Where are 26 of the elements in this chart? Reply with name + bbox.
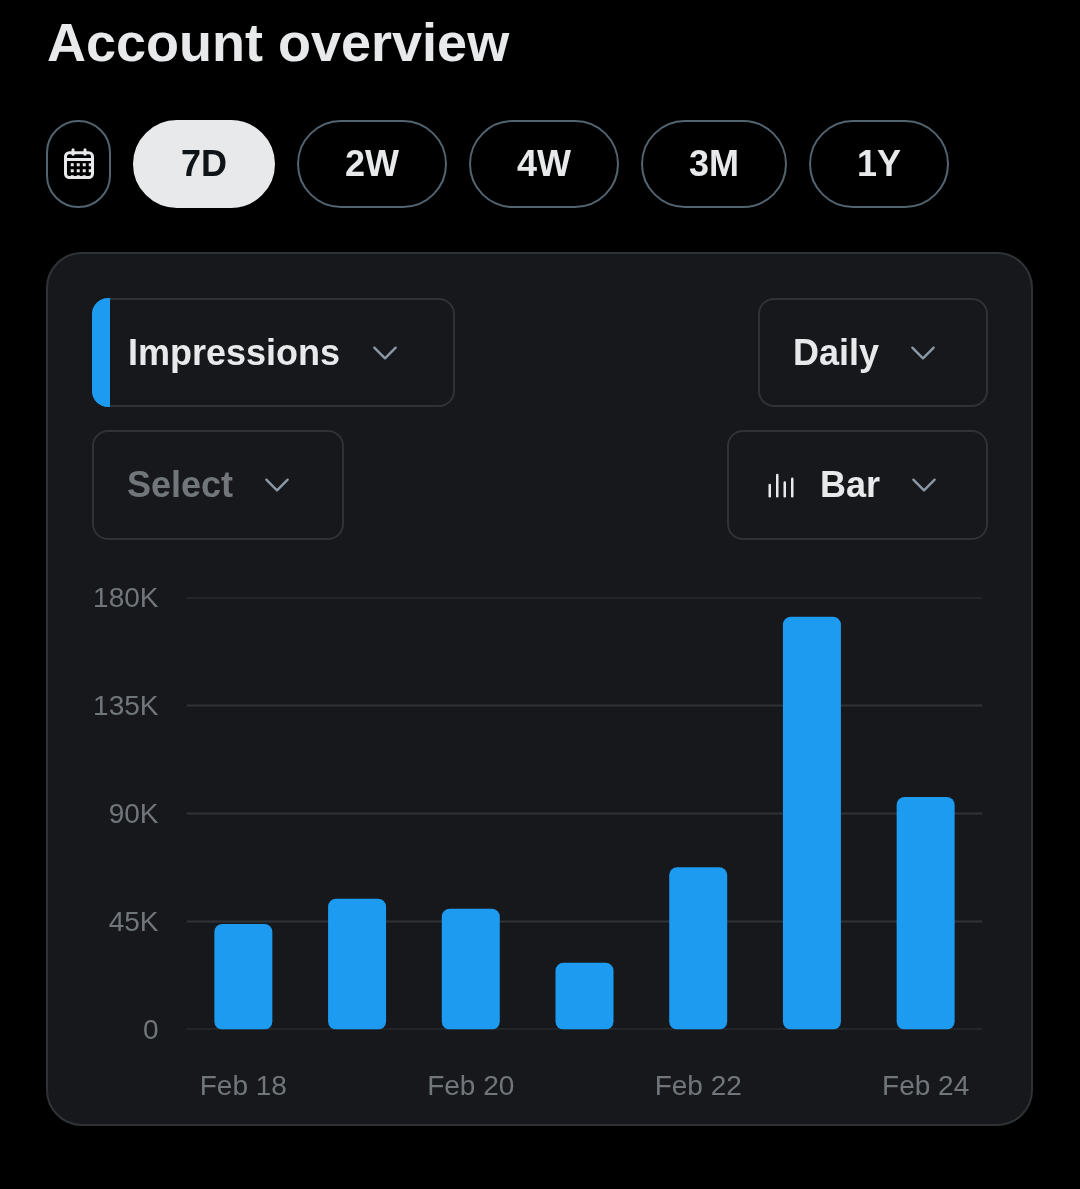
period-button: 2W [297,120,448,208]
dropdown-disabled: Select [92,430,344,540]
bar [896,796,955,1030]
bar [441,908,500,1030]
period-button: 1Y [809,120,950,208]
bar [328,898,387,1030]
bar [669,867,728,1030]
legend-dropdown: Impressions [92,298,455,407]
x-tick-label: Feb 24 [882,1069,970,1101]
y-tick-label: 0 [142,1014,159,1045]
period-button-selected: 7D [133,120,276,208]
y-tick-label: 45K [108,906,159,937]
bar [782,616,841,1030]
x-tick-label: Feb 22 [654,1069,742,1101]
bar [555,962,614,1030]
x-tick-label: Feb 20 [427,1069,515,1101]
x-tick-label: Feb 18 [199,1069,287,1101]
dropdown: Bar [727,430,988,540]
period-button: 3M [641,120,788,208]
y-tick-label: 180K [93,582,159,613]
period-button: 4W [469,120,620,208]
y-tick-label: 135K [93,690,159,721]
dropdown: Daily [758,298,988,407]
y-tick-label: 90K [108,798,159,829]
bar [214,923,273,1030]
chart-title: Account overview [47,11,510,74]
